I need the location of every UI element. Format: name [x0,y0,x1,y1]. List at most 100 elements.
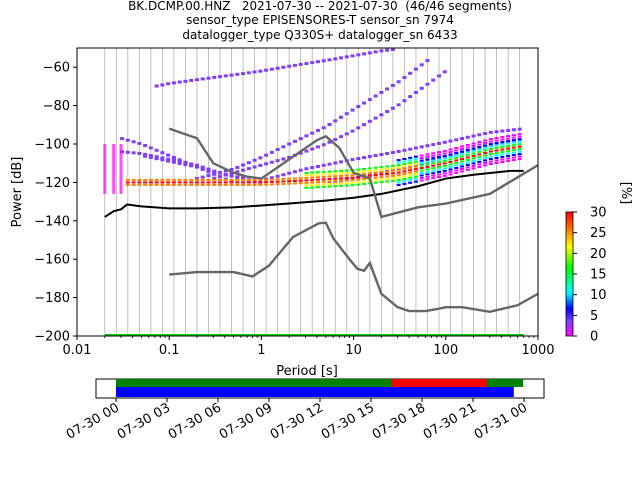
psd-cell [425,155,430,158]
psd-cell [454,138,459,142]
psd-cell [396,169,401,172]
psd-cell [506,128,511,132]
psd-cell [137,141,142,145]
psd-cell [436,161,441,164]
psd-cell [436,151,441,154]
psd-cell [212,172,217,176]
psd-cell [465,166,470,169]
psd-cell [275,174,280,178]
psd-cell [511,136,516,139]
psd-cell [460,147,465,150]
psd-cell [269,183,274,186]
psd-cell [241,178,246,181]
psd-cell [315,171,320,174]
psd-cell [488,150,493,153]
psd-cell [131,140,136,144]
psd-cell [339,135,344,139]
psd-cell [390,174,395,177]
psd-cell [339,174,344,177]
psd-cell [310,186,315,189]
psd-cell [154,183,159,186]
psd-cell [385,48,390,52]
x-tick-label: 1000 [521,343,554,358]
y-tick-label: −180 [34,291,70,306]
psd-cell [460,160,465,163]
psd-cell [321,178,326,181]
psd-cell [194,183,199,186]
psd-cell [321,59,326,63]
psd-cell [379,178,384,181]
psd-cell [367,172,372,175]
psd-cell [413,178,418,181]
psd-cell [206,167,211,171]
psd-cell [471,152,476,155]
psd-cell [333,57,338,61]
model-lines [104,127,538,314]
psd-cell [362,156,367,160]
psd-cell [431,78,436,82]
psd-cell [465,146,470,149]
psd-cell [471,162,476,165]
psd-column [112,144,116,194]
psd-cell [460,165,465,168]
psd-cell [344,169,349,172]
psd-cell [143,181,148,184]
psd-cell [511,141,516,144]
psd-cell [488,157,493,160]
psd-cell [488,155,493,158]
psd-cell [431,159,436,162]
psd-cell [166,178,171,181]
psd-cell [390,172,395,175]
psd-cell [339,177,344,180]
psd-cell [431,143,436,147]
psd-cell [402,148,407,152]
psd-cell [442,164,447,167]
psd-cell [356,53,361,57]
psd-cell [362,180,367,183]
psd-cell [431,157,436,160]
psd-cell [488,140,493,143]
psd-cell [137,151,142,155]
psd-cell [419,164,424,167]
psd-cell [419,167,424,170]
psd-cell [413,90,418,94]
psd-cell [436,176,441,179]
psd-cell [454,156,459,159]
psd-cell [339,184,344,187]
psd-cell [246,178,251,181]
x-tick-label: 10 [345,343,362,358]
psd-cell [385,180,390,183]
psd-cell [500,138,505,141]
psd-cell [177,178,182,181]
y-tick-label: −60 [43,61,70,76]
psd-cell [465,153,470,156]
psd-cell [304,171,309,174]
psd-cell [166,82,171,86]
psd-cell [287,142,292,146]
psd-cell [223,178,228,181]
psd-cell [333,185,338,188]
psd-cell [454,164,459,167]
psd-cell [252,165,257,169]
psd-cell [333,180,338,183]
psd-cell [275,159,280,163]
psd-cell [465,151,470,154]
psd-cell [304,184,309,187]
psd-cell [148,178,153,181]
psd-cell [477,150,482,153]
psd-cell [229,181,234,184]
psd-cell [425,170,430,173]
psd-cell [488,143,493,146]
psd-cell [402,182,407,185]
psd-cell [183,183,188,186]
psd-cell [517,140,522,143]
psd-cell [471,147,476,150]
psd-cell [333,172,338,175]
psd-cell [425,158,430,161]
psd-cell [454,166,459,169]
psd-cell [436,74,441,78]
psd-cell [315,186,320,189]
psd-cell [154,181,159,184]
psd-cell [194,78,199,82]
psd-cell [471,157,476,160]
